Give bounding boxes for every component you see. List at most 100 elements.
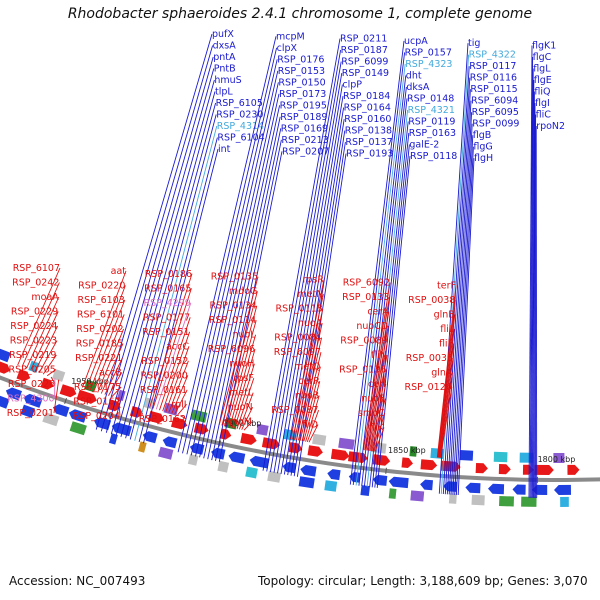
- forward-gene-label: flgL: [533, 64, 551, 75]
- reverse-gene-label: nuoCD: [356, 321, 388, 332]
- reverse-gene-label: RSP_0223: [10, 336, 57, 347]
- forward-gene-connector: [182, 47, 278, 454]
- reverse-gene-connector: [372, 398, 386, 452]
- forward-gene-label: RSP_0150: [278, 77, 325, 88]
- reverse-gene-connector: [165, 346, 190, 413]
- forward-gene-connector: [125, 102, 217, 439]
- reverse-gene-label: RSP_0221: [75, 353, 122, 364]
- reverse-gene-arrow: [498, 464, 511, 475]
- reverse-gene-label: RSP_0135: [211, 272, 258, 283]
- forward-gene-label: RSP_0211: [340, 34, 387, 45]
- reverse-gene-label: rpsR: [303, 275, 325, 286]
- forward-gene-connector: [450, 112, 473, 495]
- reverse-gene-label: nuoB: [295, 391, 319, 402]
- reverse-gene-connector: [180, 415, 187, 420]
- reverse-gene-connector: [218, 276, 259, 426]
- forward-gene-connector: [266, 50, 342, 472]
- forward-gene-connector: [95, 33, 213, 430]
- scale-tick-label: 1800 kbp: [538, 455, 576, 464]
- forward-gene-connector: [134, 125, 218, 441]
- reverse-gene-label: smoC: [358, 408, 385, 419]
- reverse-gene-label: RSP_0038: [408, 295, 455, 306]
- forward-gene-label: RSP_6099: [341, 57, 388, 68]
- forward-gene-label: RSP_4322: [469, 50, 516, 61]
- forward-feature-block: [158, 446, 174, 460]
- reverse-gene-connector: [306, 409, 320, 443]
- forward-gene-label: RSP_0117: [469, 61, 516, 72]
- reverse-gene-connector: [292, 294, 324, 440]
- reverse-feature-block: [493, 451, 508, 463]
- reverse-gene-arrow: [16, 369, 31, 382]
- reverse-gene-label: cerI: [368, 379, 386, 390]
- genome-summary: Topology: circular; Length: 3,188,609 bp…: [258, 574, 588, 588]
- reverse-gene-arrow: [40, 377, 54, 390]
- forward-gene-arrow: [68, 409, 87, 423]
- reverse-gene-label: RSP_6107: [13, 263, 60, 274]
- forward-gene-arrow: [249, 455, 270, 469]
- forward-feature-block: [499, 496, 514, 507]
- reverse-gene-connector: [367, 340, 389, 451]
- reverse-gene-connector: [42, 354, 57, 375]
- forward-gene-label: RSP_6095: [472, 107, 519, 118]
- forward-gene-label: RSP_0207: [282, 146, 329, 157]
- reverse-gene-label: RSP_0201: [7, 408, 54, 419]
- forward-gene-label: dxsA: [213, 41, 237, 52]
- reverse-gene-label: accB: [99, 367, 122, 378]
- reverse-gene-connector: [236, 378, 255, 429]
- reverse-gene-label: RSP_0134: [210, 301, 257, 312]
- forward-gene-connector: [530, 68, 534, 498]
- forward-gene-label: RSP_0153: [278, 66, 325, 77]
- reverse-gene-label: RSP_0219: [9, 350, 56, 361]
- forward-gene-arrow: [465, 482, 481, 494]
- forward-feature-block: [187, 454, 199, 466]
- reverse-gene-connector: [85, 285, 126, 389]
- forward-gene-arrow: [142, 431, 158, 444]
- forward-gene-arrow: [300, 465, 317, 477]
- forward-gene-connector: [455, 146, 474, 495]
- forward-gene-label: flgE: [534, 75, 552, 86]
- forward-gene-label: PntB: [214, 64, 236, 75]
- forward-gene-arrow: [162, 436, 178, 449]
- forward-gene-label: RSP_0163: [409, 128, 456, 139]
- forward-gene-label: RSP_0176: [277, 54, 324, 65]
- reverse-gene-label: RSP_0126: [405, 382, 452, 393]
- forward-gene-connector: [273, 73, 343, 473]
- reverse-gene-connector: [174, 389, 188, 415]
- forward-gene-label: pntA: [213, 52, 236, 63]
- forward-gene-connector: [446, 89, 471, 495]
- forward-gene-connector: [138, 137, 218, 443]
- reverse-gene-connector: [437, 299, 456, 458]
- reverse-gene-label: cerA: [367, 307, 389, 318]
- forward-gene-arrow: [5, 387, 23, 401]
- reverse-gene-label: mdoG: [229, 286, 257, 297]
- reverse-gene-arrow: [534, 464, 554, 475]
- reverse-gene-arrow: [567, 464, 580, 475]
- reverse-gene-connector: [238, 392, 254, 430]
- forward-feature-block: [560, 496, 569, 507]
- forward-gene-label: tlpL: [215, 87, 233, 98]
- reverse-gene-label: nuoA: [298, 318, 323, 329]
- forward-gene-connector: [442, 66, 470, 495]
- reverse-gene-connector: [301, 366, 321, 442]
- forward-gene-connector: [283, 107, 345, 475]
- forward-gene-connector: [363, 98, 408, 487]
- reverse-gene-label: RSP_0224: [10, 321, 57, 332]
- reverse-gene-connector: [162, 331, 191, 412]
- forward-gene-label: RSP_0115: [470, 84, 517, 95]
- forward-gene-label: RSP_6104: [217, 133, 264, 144]
- reverse-gene-connector: [159, 317, 191, 411]
- reverse-gene-connector: [81, 270, 127, 388]
- reverse-gene-connector: [93, 314, 125, 392]
- reverse-gene-label: RSP_0177: [143, 312, 190, 323]
- reverse-gene-connector: [294, 308, 324, 440]
- forward-gene-connector: [358, 75, 407, 486]
- forward-gene-connector: [287, 119, 345, 476]
- forward-feature-block: [267, 470, 282, 483]
- forward-gene-label: flgI: [535, 98, 550, 109]
- scale-tick-label: 1950 kbp: [71, 377, 109, 386]
- forward-gene-connector: [352, 52, 406, 486]
- reverse-gene-connector: [436, 285, 457, 458]
- forward-gene-label: RSP_6094: [471, 96, 518, 107]
- forward-gene-label: galE-2: [409, 139, 439, 150]
- forward-gene-arrow: [420, 479, 433, 491]
